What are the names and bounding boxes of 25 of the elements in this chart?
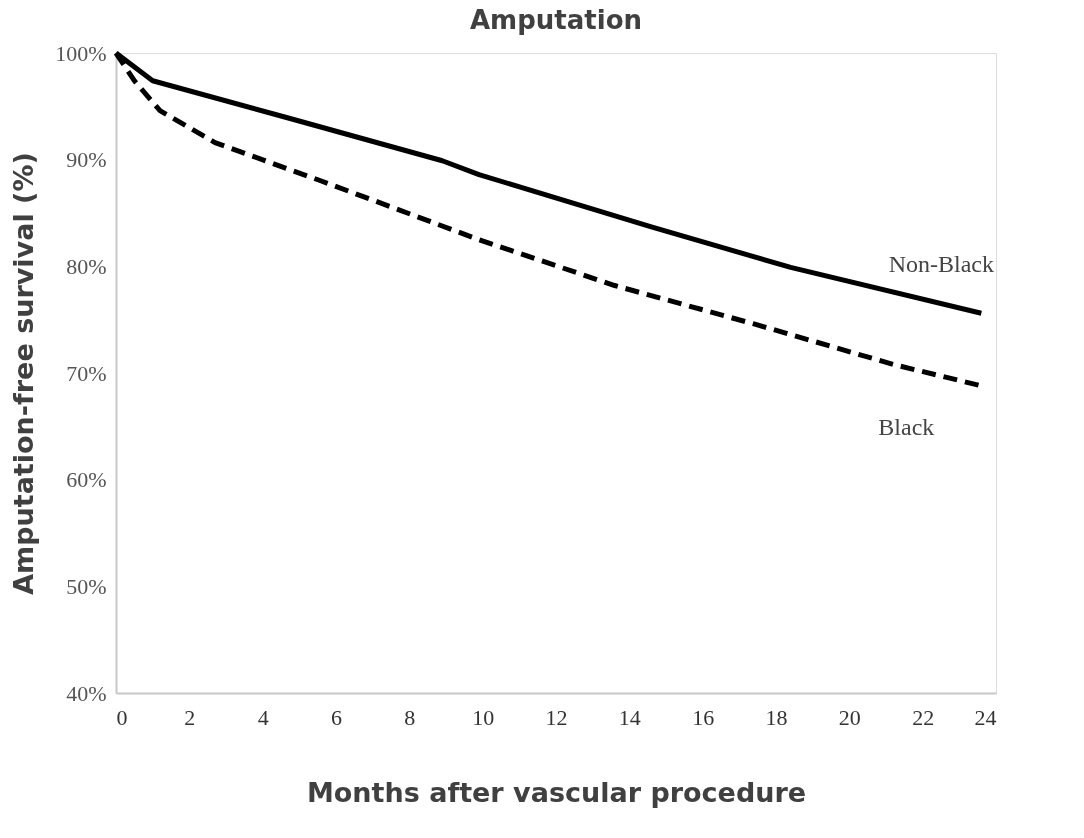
- x-tick-label: 22: [912, 704, 935, 730]
- chart-title: Amputation: [469, 5, 643, 35]
- y-tick-label: 50%: [66, 573, 107, 599]
- x-tick-label: 18: [765, 704, 788, 730]
- x-tick-label: 6: [331, 704, 342, 730]
- x-tick-label: 0: [116, 704, 128, 730]
- x-tick-label: 10: [472, 704, 495, 730]
- x-tick-label: 16: [692, 704, 715, 730]
- y-tick-label: 90%: [66, 147, 107, 173]
- x-tick-label: 24: [974, 704, 997, 730]
- x-tick-label: 4: [257, 704, 269, 730]
- y-tick-label: 100%: [55, 40, 107, 66]
- y-tick-label: 60%: [66, 467, 107, 493]
- y-axis-title: Amputation-free survival (%): [8, 152, 40, 595]
- y-tick-label: 40%: [66, 680, 107, 706]
- y-tick-label: 80%: [66, 253, 107, 279]
- series-label: Black: [878, 413, 935, 440]
- x-tick-label: 12: [545, 704, 568, 730]
- x-tick-label: 2: [184, 704, 196, 730]
- x-axis-title: Months after vascular procedure: [306, 776, 807, 808]
- series-label: Non-Black: [888, 251, 994, 278]
- x-tick-label: 14: [618, 704, 641, 730]
- x-tick-label: 20: [838, 704, 861, 730]
- x-tick-label: 8: [404, 704, 416, 730]
- y-tick-label: 70%: [66, 360, 107, 386]
